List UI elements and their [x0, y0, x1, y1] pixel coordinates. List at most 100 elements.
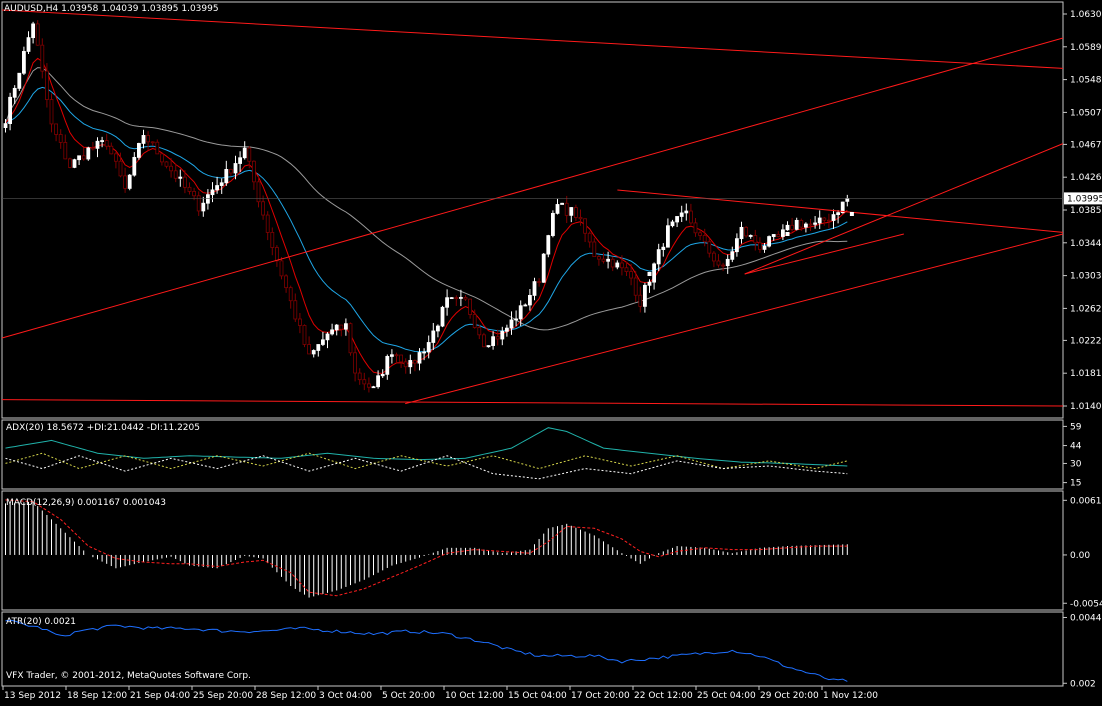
candle-body[interactable] — [118, 160, 123, 177]
candle-body[interactable] — [836, 212, 840, 215]
candle-body[interactable] — [799, 219, 804, 228]
candle-body[interactable] — [808, 223, 813, 226]
candle-body[interactable] — [817, 217, 822, 224]
trendline-anchor[interactable] — [647, 272, 652, 276]
candle-body[interactable] — [40, 44, 45, 72]
candle-body[interactable] — [270, 232, 275, 248]
candle-body[interactable] — [813, 222, 817, 225]
candle-body[interactable] — [762, 245, 767, 250]
candle-body[interactable] — [316, 344, 321, 351]
trendline[interactable] — [1, 9, 1064, 69]
candle-body[interactable] — [17, 72, 22, 89]
candle-body[interactable] — [173, 170, 178, 179]
candle-body[interactable] — [114, 153, 118, 162]
candle-body[interactable] — [284, 275, 289, 289]
candle-body[interactable] — [417, 352, 422, 364]
candle-body[interactable] — [574, 207, 578, 218]
candle-body[interactable] — [555, 204, 560, 214]
candle-body[interactable] — [652, 263, 656, 283]
candle-body[interactable] — [767, 236, 771, 247]
candle-body[interactable] — [541, 253, 546, 283]
candle-body[interactable] — [624, 267, 629, 273]
candle-body[interactable] — [385, 356, 390, 375]
candle-body[interactable] — [679, 212, 684, 217]
candle-body[interactable] — [845, 197, 850, 202]
candle-body[interactable] — [790, 224, 794, 230]
candle-body[interactable] — [716, 260, 721, 266]
candle-body[interactable] — [109, 145, 114, 155]
candle-body[interactable] — [670, 221, 675, 227]
candle-body[interactable] — [192, 191, 197, 197]
candle-body[interactable] — [233, 163, 238, 174]
candle-body[interactable] — [486, 345, 491, 348]
candle-body[interactable] — [242, 147, 247, 159]
candle-body[interactable] — [224, 169, 229, 184]
candle-body[interactable] — [21, 51, 26, 74]
candle-body[interactable] — [781, 229, 785, 237]
candle-body[interactable] — [440, 306, 445, 327]
candle-body[interactable] — [293, 300, 298, 320]
candle-body[interactable] — [164, 161, 169, 167]
candle-body[interactable] — [3, 123, 8, 128]
candle-body[interactable] — [31, 23, 36, 39]
candle-body[interactable] — [426, 342, 431, 353]
candle-body[interactable] — [150, 141, 155, 144]
candle-body[interactable] — [58, 134, 63, 143]
candle-body[interactable] — [100, 140, 104, 142]
candle-body[interactable] — [725, 258, 730, 267]
candle-body[interactable] — [320, 339, 325, 345]
candle-body[interactable] — [288, 287, 293, 302]
candle-body[interactable] — [261, 201, 266, 216]
candle-body[interactable] — [279, 260, 284, 277]
candle-body[interactable] — [403, 361, 408, 368]
candle-body[interactable] — [215, 185, 220, 191]
candle-body[interactable] — [228, 169, 233, 174]
candle-body[interactable] — [840, 201, 845, 214]
candle-body[interactable] — [748, 235, 753, 237]
candle-body[interactable] — [178, 176, 183, 179]
candle-body[interactable] — [495, 336, 500, 340]
candle-body[interactable] — [357, 372, 362, 381]
candle-body[interactable] — [256, 181, 261, 203]
candle-body[interactable] — [689, 210, 693, 224]
candle-body[interactable] — [251, 160, 256, 183]
candle-body[interactable] — [468, 298, 473, 315]
candle-body[interactable] — [730, 251, 735, 260]
candle-body[interactable] — [463, 297, 468, 300]
candle-body[interactable] — [449, 297, 454, 300]
candle-body[interactable] — [311, 350, 316, 355]
trendline-anchor[interactable] — [849, 212, 854, 216]
candle-body[interactable] — [72, 159, 77, 168]
candle-body[interactable] — [205, 194, 210, 204]
candle-body[interactable] — [684, 210, 689, 214]
candle-body[interactable] — [504, 327, 509, 332]
candle-body[interactable] — [104, 140, 109, 147]
candle-body[interactable] — [638, 294, 643, 307]
candle-body[interactable] — [339, 324, 344, 330]
candle-body[interactable] — [477, 327, 482, 336]
candle-body[interactable] — [569, 207, 574, 216]
candle-body[interactable] — [132, 156, 137, 176]
candle-body[interactable] — [661, 246, 666, 250]
candle-body[interactable] — [744, 226, 748, 237]
candle-body[interactable] — [615, 262, 620, 268]
candle-body[interactable] — [187, 186, 192, 192]
candle-body[interactable] — [362, 379, 367, 385]
candle-body[interactable] — [12, 87, 17, 98]
candle-body[interactable] — [578, 217, 583, 220]
candle-body[interactable] — [537, 281, 541, 283]
candle-body[interactable] — [633, 277, 638, 296]
candle-body[interactable] — [523, 304, 528, 307]
trendline-anchor[interactable] — [785, 232, 790, 236]
candle-body[interactable] — [666, 225, 670, 248]
candle-body[interactable] — [735, 238, 739, 253]
candle-body[interactable] — [776, 234, 781, 237]
candle-body[interactable] — [325, 333, 330, 341]
candle-body[interactable] — [8, 96, 13, 124]
candle-body[interactable] — [274, 247, 279, 262]
candle-body[interactable] — [330, 329, 335, 335]
trendline[interactable] — [617, 189, 1064, 233]
candle-body[interactable] — [35, 23, 40, 46]
candle-body[interactable] — [68, 158, 72, 168]
